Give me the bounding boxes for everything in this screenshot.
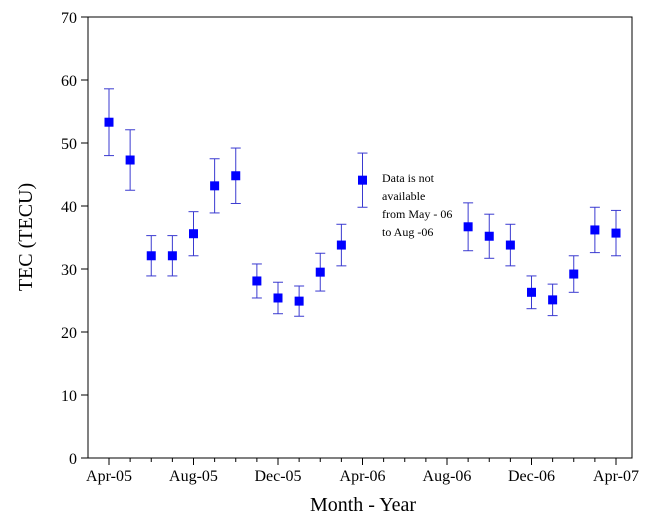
point [231, 171, 241, 181]
point [569, 269, 579, 279]
y-tick-label: 30 [61, 262, 77, 279]
point [590, 225, 600, 235]
y-tick-label: 50 [61, 136, 77, 153]
y-tick-label: 70 [61, 10, 77, 27]
point [189, 229, 198, 239]
point [611, 228, 621, 238]
x-tick-label: Apr-05 [86, 468, 132, 485]
point [527, 287, 536, 297]
point [336, 240, 346, 250]
x-tick-label: Apr-07 [593, 468, 639, 485]
annotation: available [382, 189, 425, 203]
x-tick-label: Aug-05 [169, 468, 218, 485]
point [548, 295, 558, 305]
point [125, 155, 135, 165]
point [273, 293, 283, 303]
x-tick-label: Apr-06 [340, 468, 386, 485]
annotation: from May - 06 [382, 207, 452, 221]
y-tick-label: 0 [69, 451, 77, 468]
point [252, 276, 262, 286]
point [315, 267, 325, 277]
annotation: to Aug -06 [382, 225, 433, 239]
y-tick-label: 60 [61, 73, 77, 90]
annotation: Data is not [382, 171, 435, 185]
x-tick-label: Dec-05 [254, 468, 301, 485]
point [167, 251, 177, 261]
point [210, 181, 220, 191]
x-axis-title: Month - Year [310, 494, 416, 516]
point [358, 175, 367, 185]
point [146, 251, 156, 261]
x-tick-label: Aug-06 [423, 468, 472, 485]
x-tick-label: Dec-06 [508, 468, 555, 485]
point [463, 222, 473, 232]
point [294, 296, 304, 306]
point [104, 117, 114, 127]
plot-frame [87, 16, 633, 459]
point [484, 231, 494, 241]
y-tick-label: 10 [61, 388, 77, 405]
point [505, 240, 515, 250]
y-axis-title: TEC (TECU) [15, 183, 37, 291]
y-tick-label: 20 [61, 325, 77, 342]
y-tick-label: 40 [61, 199, 77, 216]
